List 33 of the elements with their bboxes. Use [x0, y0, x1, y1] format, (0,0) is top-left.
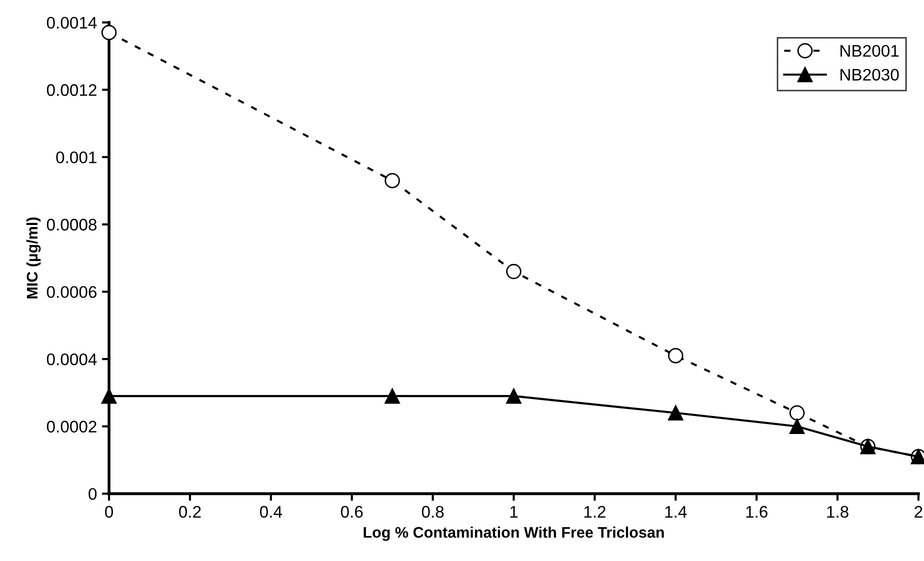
x-tick-label: 0.2: [179, 506, 201, 518]
point: [506, 264, 522, 280]
y-tick-label: 0.001: [56, 151, 96, 164]
point: [789, 418, 805, 434]
x-tick-label: 1.2: [584, 506, 606, 518]
y-tick-label: 0.0014: [46, 16, 97, 29]
legend-label: NB2030: [840, 68, 899, 81]
x-tick-label: 1.8: [827, 506, 848, 518]
point: [506, 388, 522, 404]
y-tick-label: 0.0004: [46, 353, 97, 366]
x-tick-label: 0.4: [260, 506, 282, 518]
point: [668, 348, 684, 364]
x-tick-label: 1: [510, 506, 518, 518]
x-tick-label: 0: [105, 506, 114, 518]
y-tick-label: 0.0008: [46, 218, 97, 231]
x-tick-label: 2: [914, 506, 922, 518]
point: [668, 405, 684, 421]
x-tick-label: 1.4: [665, 506, 687, 518]
x-axis-title: Log % Contamination With Free Triclosan: [364, 526, 664, 541]
point: [384, 388, 400, 404]
point: [101, 388, 117, 404]
x-tick-label: 0.6: [340, 506, 363, 518]
y-tick-label: 0.0012: [46, 84, 96, 96]
legend-label: NB2001: [840, 44, 899, 57]
x-tick-label: 0.8: [422, 506, 444, 518]
point: [384, 173, 400, 188]
point: [789, 405, 805, 421]
x-tick-label: 1.6: [746, 506, 768, 518]
y-axis-title: MIC (µg/ml): [26, 218, 41, 298]
y-tick-label: 0.0006: [46, 286, 96, 298]
y-tick-label: 0: [88, 488, 97, 500]
point: [101, 24, 117, 40]
y-tick-label: 0.0002: [46, 420, 96, 433]
